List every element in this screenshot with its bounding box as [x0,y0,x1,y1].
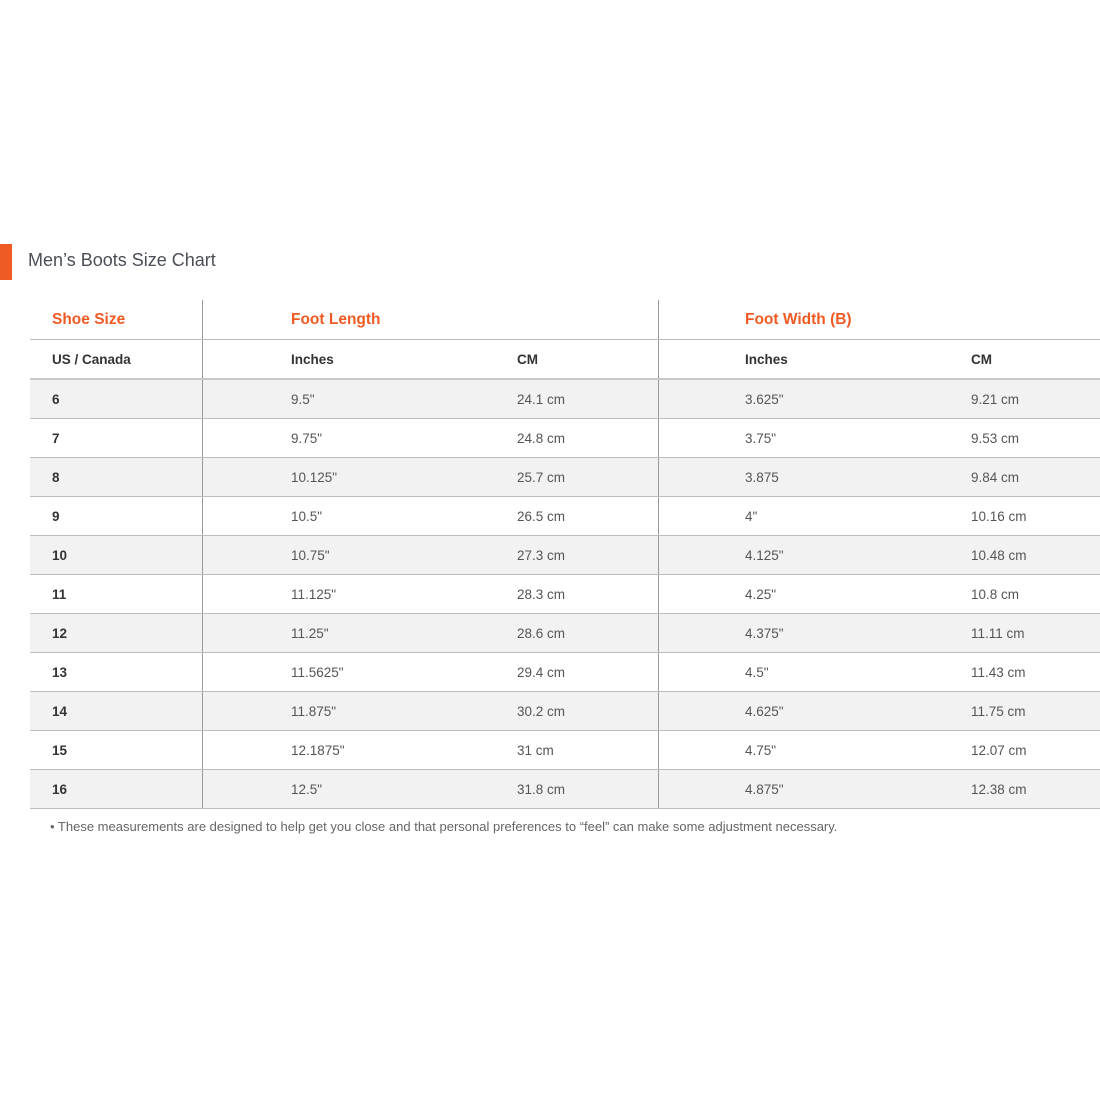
cell-width-inches: 4" [658,496,971,536]
subheader-length-inches: Inches [202,339,517,380]
cell-length-inches: 11.25" [202,613,517,653]
group-header-row: Shoe Size Foot Length Foot Width (B) [30,300,1100,340]
table-row: 12 11.25" 28.6 cm 4.375" 11.11 cm [30,613,1100,653]
subheader-row: US / Canada Inches CM Inches CM [30,339,1100,380]
cell-width-cm: 9.53 cm [971,418,1100,458]
cell-width-cm: 10.16 cm [971,496,1100,536]
cell-width-inches: 4.125" [658,535,971,575]
cell-length-inches: 11.5625" [202,652,517,692]
cell-length-cm: 24.8 cm [517,418,659,458]
table-row: 10 10.75" 27.3 cm 4.125" 10.48 cm [30,535,1100,575]
cell-width-inches: 3.625" [658,379,971,419]
cell-width-cm: 10.48 cm [971,535,1100,575]
cell-size: 13 [30,652,203,692]
group-foot-width: Foot Width (B) [658,300,1100,340]
cell-length-inches: 9.5" [202,379,517,419]
cell-length-cm: 27.3 cm [517,535,659,575]
cell-length-inches: 11.875" [202,691,517,731]
cell-width-cm: 11.43 cm [971,652,1100,692]
cell-size: 16 [30,769,203,809]
cell-width-inches: 3.75" [658,418,971,458]
cell-length-cm: 29.4 cm [517,652,659,692]
cell-length-inches: 11.125" [202,574,517,614]
cell-size: 7 [30,418,203,458]
cell-width-inches: 4.75" [658,730,971,770]
cell-size: 10 [30,535,203,575]
table-row: 16 12.5" 31.8 cm 4.875" 12.38 cm [30,769,1100,809]
table-row: 6 9.5" 24.1 cm 3.625" 9.21 cm [30,379,1100,419]
cell-length-cm: 31 cm [517,730,659,770]
subheader-us-canada: US / Canada [30,339,203,380]
cell-length-inches: 10.125" [202,457,517,497]
cell-width-inches: 4.625" [658,691,971,731]
cell-length-cm: 28.6 cm [517,613,659,653]
cell-size: 6 [30,379,203,419]
footnote: • These measurements are designed to hel… [50,819,838,834]
table-row: 14 11.875" 30.2 cm 4.625" 11.75 cm [30,691,1100,731]
cell-width-cm: 9.84 cm [971,457,1100,497]
cell-size: 12 [30,613,203,653]
subheader-width-inches: Inches [658,339,971,380]
table-row: 15 12.1875" 31 cm 4.75" 12.07 cm [30,730,1100,770]
cell-length-inches: 12.1875" [202,730,517,770]
cell-width-inches: 4.875" [658,769,971,809]
title-accent-bar [0,244,12,280]
table-row: 9 10.5" 26.5 cm 4" 10.16 cm [30,496,1100,536]
cell-length-cm: 30.2 cm [517,691,659,731]
cell-size: 9 [30,496,203,536]
cell-width-inches: 4.375" [658,613,971,653]
subheader-length-cm: CM [517,339,659,380]
table-row: 7 9.75" 24.8 cm 3.75" 9.53 cm [30,418,1100,458]
cell-length-cm: 25.7 cm [517,457,659,497]
cell-width-cm: 12.38 cm [971,769,1100,809]
cell-length-cm: 24.1 cm [517,379,659,419]
subheader-width-cm: CM [971,339,1100,380]
page-title: Men’s Boots Size Chart [28,250,216,270]
cell-width-cm: 10.8 cm [971,574,1100,614]
group-shoe-size: Shoe Size [30,300,203,340]
cell-width-inches: 3.875 [658,457,971,497]
cell-length-cm: 31.8 cm [517,769,659,809]
cell-size: 11 [30,574,203,614]
cell-length-inches: 10.75" [202,535,517,575]
cell-size: 14 [30,691,203,731]
cell-length-inches: 12.5" [202,769,517,809]
table-row: 11 11.125" 28.3 cm 4.25" 10.8 cm [30,574,1100,614]
cell-width-cm: 11.11 cm [971,613,1100,653]
cell-width-inches: 4.5" [658,652,971,692]
table-row: 13 11.5625" 29.4 cm 4.5" 11.43 cm [30,652,1100,692]
cell-size: 15 [30,730,203,770]
cell-width-inches: 4.25" [658,574,971,614]
cell-length-inches: 9.75" [202,418,517,458]
cell-length-cm: 26.5 cm [517,496,659,536]
cell-length-inches: 10.5" [202,496,517,536]
cell-width-cm: 11.75 cm [971,691,1100,731]
cell-length-cm: 28.3 cm [517,574,659,614]
cell-size: 8 [30,457,203,497]
cell-width-cm: 9.21 cm [971,379,1100,419]
cell-width-cm: 12.07 cm [971,730,1100,770]
group-foot-length: Foot Length [202,300,659,340]
size-chart-table: Shoe Size Foot Length Foot Width (B) US … [30,300,1100,809]
table-row: 8 10.125" 25.7 cm 3.875 9.84 cm [30,457,1100,497]
